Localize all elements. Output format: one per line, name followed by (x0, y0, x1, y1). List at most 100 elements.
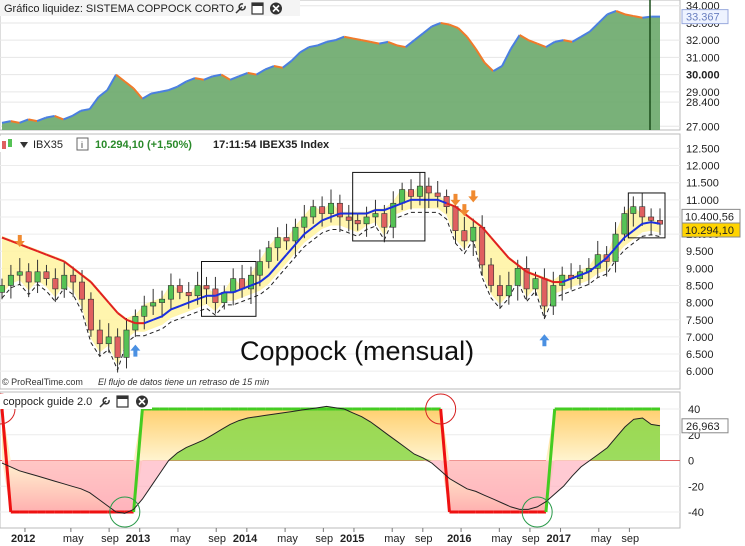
y-tick-label: 27.000 (686, 121, 720, 133)
x-tick-label: sep (415, 533, 433, 545)
moving-average-segment (623, 229, 634, 239)
moving-average-segment (588, 264, 599, 273)
moving-average-segment (321, 216, 332, 222)
last-value-box (681, 418, 729, 434)
liquidity-segment (422, 25, 433, 35)
candle-up (265, 247, 272, 262)
x-tick-label: sep (522, 533, 540, 545)
moving-average-segment (37, 250, 47, 256)
moving-average-segment (161, 308, 172, 318)
candle-up (505, 285, 512, 297)
liquidity-segment (510, 34, 521, 50)
candle-down (657, 220, 663, 225)
guide-segment (132, 408, 144, 513)
sell-arrow-icon (450, 193, 461, 206)
moving-average-segment (1, 236, 12, 242)
candle-down (381, 213, 388, 228)
moving-average-segment (285, 243, 297, 256)
liquidity-segment (106, 74, 117, 91)
candle-up (372, 213, 379, 218)
coppock-line (1, 405, 661, 514)
liquidity-segment (141, 92, 152, 100)
moving-average-segment (490, 236, 501, 249)
liquidity-segment (80, 108, 90, 112)
y-tick-label: 6.500 (686, 349, 714, 361)
sell-arrow-icon (468, 190, 479, 203)
liquidity-segment (124, 80, 135, 90)
candle-up (194, 285, 201, 297)
candlestick-icon (2, 139, 12, 149)
y-tick-label: 29.000 (686, 87, 720, 99)
candle-up (61, 274, 68, 290)
liquidity-segment (238, 71, 249, 78)
candle-up (416, 185, 423, 197)
moving-average-segment (232, 287, 243, 294)
candle-down (336, 202, 343, 218)
liquidity-segment (492, 65, 503, 73)
candle-up (514, 268, 521, 286)
liquidity-segment (449, 23, 459, 30)
liquidity-segment (536, 42, 547, 48)
candle-down (176, 285, 183, 293)
sell-arrow-icon (14, 234, 25, 247)
info-icon[interactable]: i (76, 137, 89, 151)
y-tick-label: 32.000 (686, 35, 720, 47)
maximize-icon[interactable] (116, 395, 129, 408)
y-tick-label: -20 (688, 481, 704, 493)
liquidity-segment (282, 60, 293, 69)
moving-average-segment (605, 247, 617, 259)
candle-down (523, 268, 530, 290)
guide-segment (439, 408, 451, 513)
candle-up (230, 278, 237, 293)
moving-average-segment (197, 294, 207, 301)
liquidity-segment (589, 22, 600, 33)
last-value-label: 26,963 (686, 421, 720, 433)
price-label: 10.294,10 (685, 225, 734, 237)
liquidity-segment (440, 21, 450, 26)
liquidity-segment (633, 15, 643, 19)
guide-segment (0, 408, 13, 513)
moving-average-segment (561, 277, 572, 283)
liquidity-segment (404, 39, 415, 48)
wrench-icon[interactable] (99, 397, 110, 408)
coppock-negative-area (2, 460, 660, 514)
close-icon[interactable] (270, 2, 282, 15)
y-tick-label: 0 (688, 456, 694, 468)
liquidity-segment (220, 73, 231, 81)
y-tick-label: 8.000 (686, 298, 714, 310)
x-tick-label: may (277, 533, 298, 545)
signal-circle-green (109, 496, 141, 528)
candle-up (150, 302, 157, 307)
moving-average-segment (294, 233, 306, 246)
ticker-label[interactable]: IBX35 (33, 139, 63, 151)
moving-average-segment (330, 212, 341, 218)
x-axis: 2012 may sep 2013 may sep 2014 may sep 2015 may sep… (0, 528, 680, 546)
liquidity-segment (185, 77, 196, 83)
highlight-rectangle (201, 261, 257, 317)
y-tick-label: 8.500 (686, 280, 714, 292)
moving-average-segment (650, 221, 661, 225)
candle-up (390, 202, 397, 228)
close-icon[interactable] (136, 395, 148, 408)
moving-average-segment (63, 260, 74, 270)
candle-up (248, 274, 254, 290)
x-tick-label: 2016 (447, 533, 471, 545)
candle-down (203, 285, 210, 290)
candle-up (532, 278, 539, 290)
maximize-icon[interactable] (251, 2, 264, 15)
moving-average-segment (152, 315, 163, 321)
candle-up (34, 271, 41, 283)
liquidity-segment (615, 9, 626, 16)
moving-average-segment (268, 264, 279, 276)
liquidity-segment (326, 39, 336, 43)
liquidity-segment (115, 73, 126, 83)
candle-down (79, 281, 85, 300)
chevron-down-icon[interactable] (20, 142, 28, 148)
candle-down (345, 216, 352, 221)
candle-down (648, 216, 655, 221)
moving-average-segment (401, 198, 412, 205)
liquidity-segment (132, 87, 144, 100)
wrench-icon[interactable] (234, 3, 246, 15)
candle-up (105, 336, 112, 345)
